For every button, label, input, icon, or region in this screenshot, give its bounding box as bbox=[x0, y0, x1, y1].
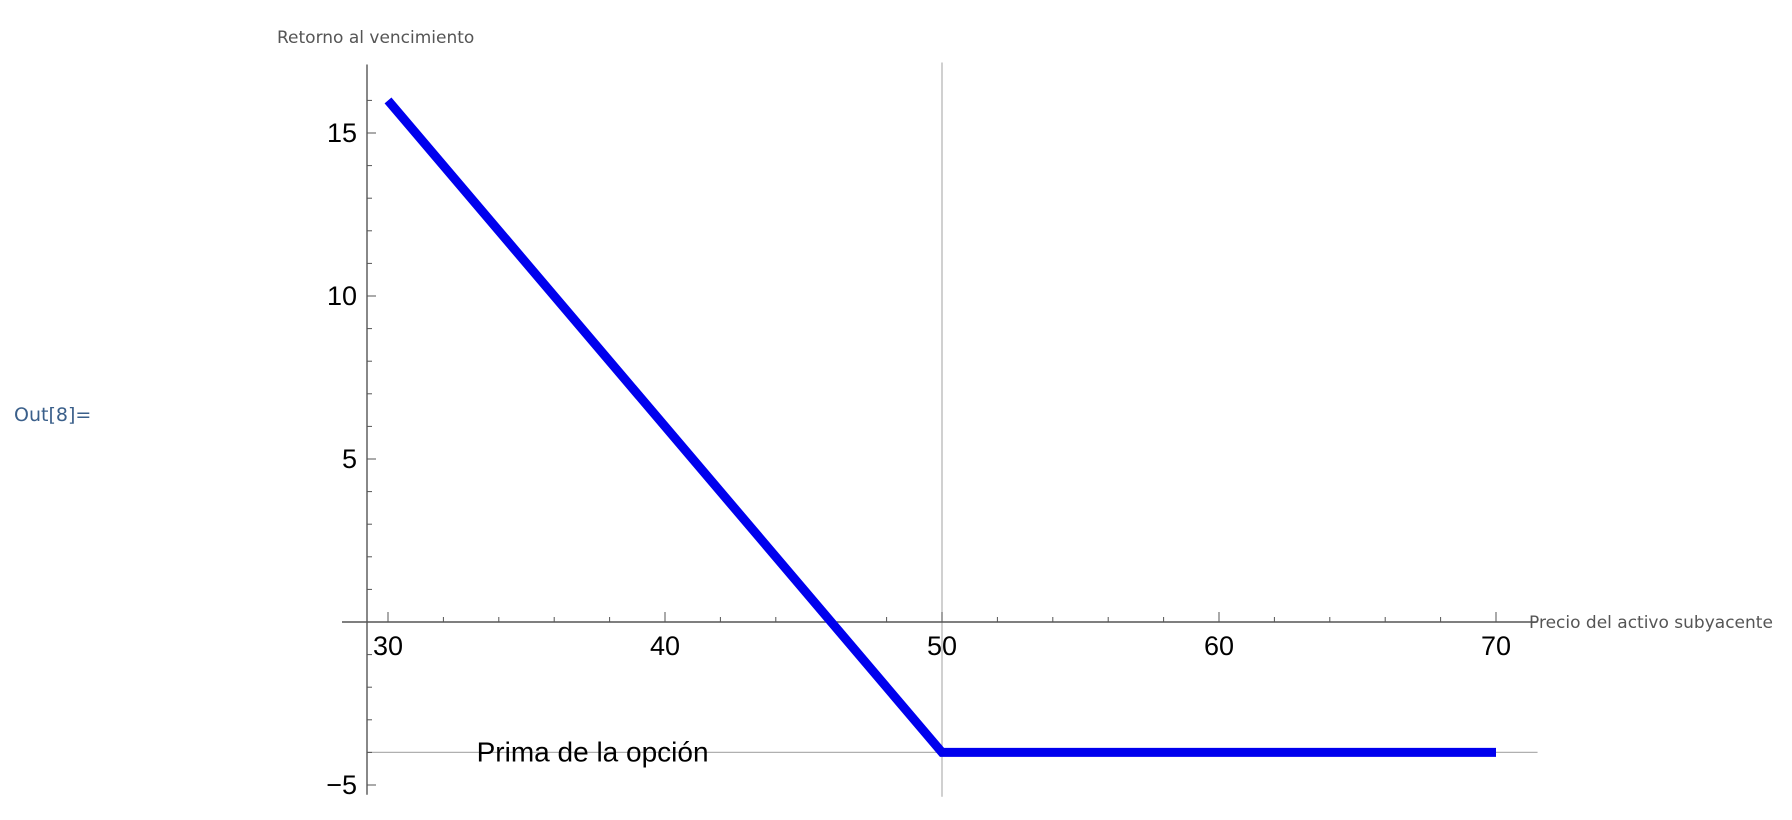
series-line-0 bbox=[384, 97, 1496, 757]
axes bbox=[342, 64, 1538, 795]
x-tick-label: 70 bbox=[1481, 631, 1511, 661]
x-tick-label: 40 bbox=[650, 631, 680, 661]
x-tick-label: 30 bbox=[373, 631, 403, 661]
output-cell-label: Out[8]= bbox=[14, 404, 92, 426]
y-tick-label: 15 bbox=[327, 118, 357, 148]
x-tick-label: 50 bbox=[927, 631, 957, 661]
y-axis-title: Retorno al vencimiento bbox=[277, 28, 474, 48]
reference-lines bbox=[367, 62, 1538, 797]
annotation-option-premium: Prima de la opción bbox=[477, 736, 709, 767]
x-tick-label: 60 bbox=[1204, 631, 1234, 661]
tick-labels: 30 40 50 60 70 −5 5 10 15 bbox=[326, 118, 1511, 800]
y-tick-label: 10 bbox=[327, 281, 357, 311]
y-tick-label: 5 bbox=[342, 444, 357, 474]
axis-ticks bbox=[367, 99, 1497, 786]
series-layer bbox=[384, 97, 1496, 757]
y-tick-label: −5 bbox=[326, 770, 357, 800]
x-axis-title: Precio del activo subyacente bbox=[1529, 613, 1773, 633]
